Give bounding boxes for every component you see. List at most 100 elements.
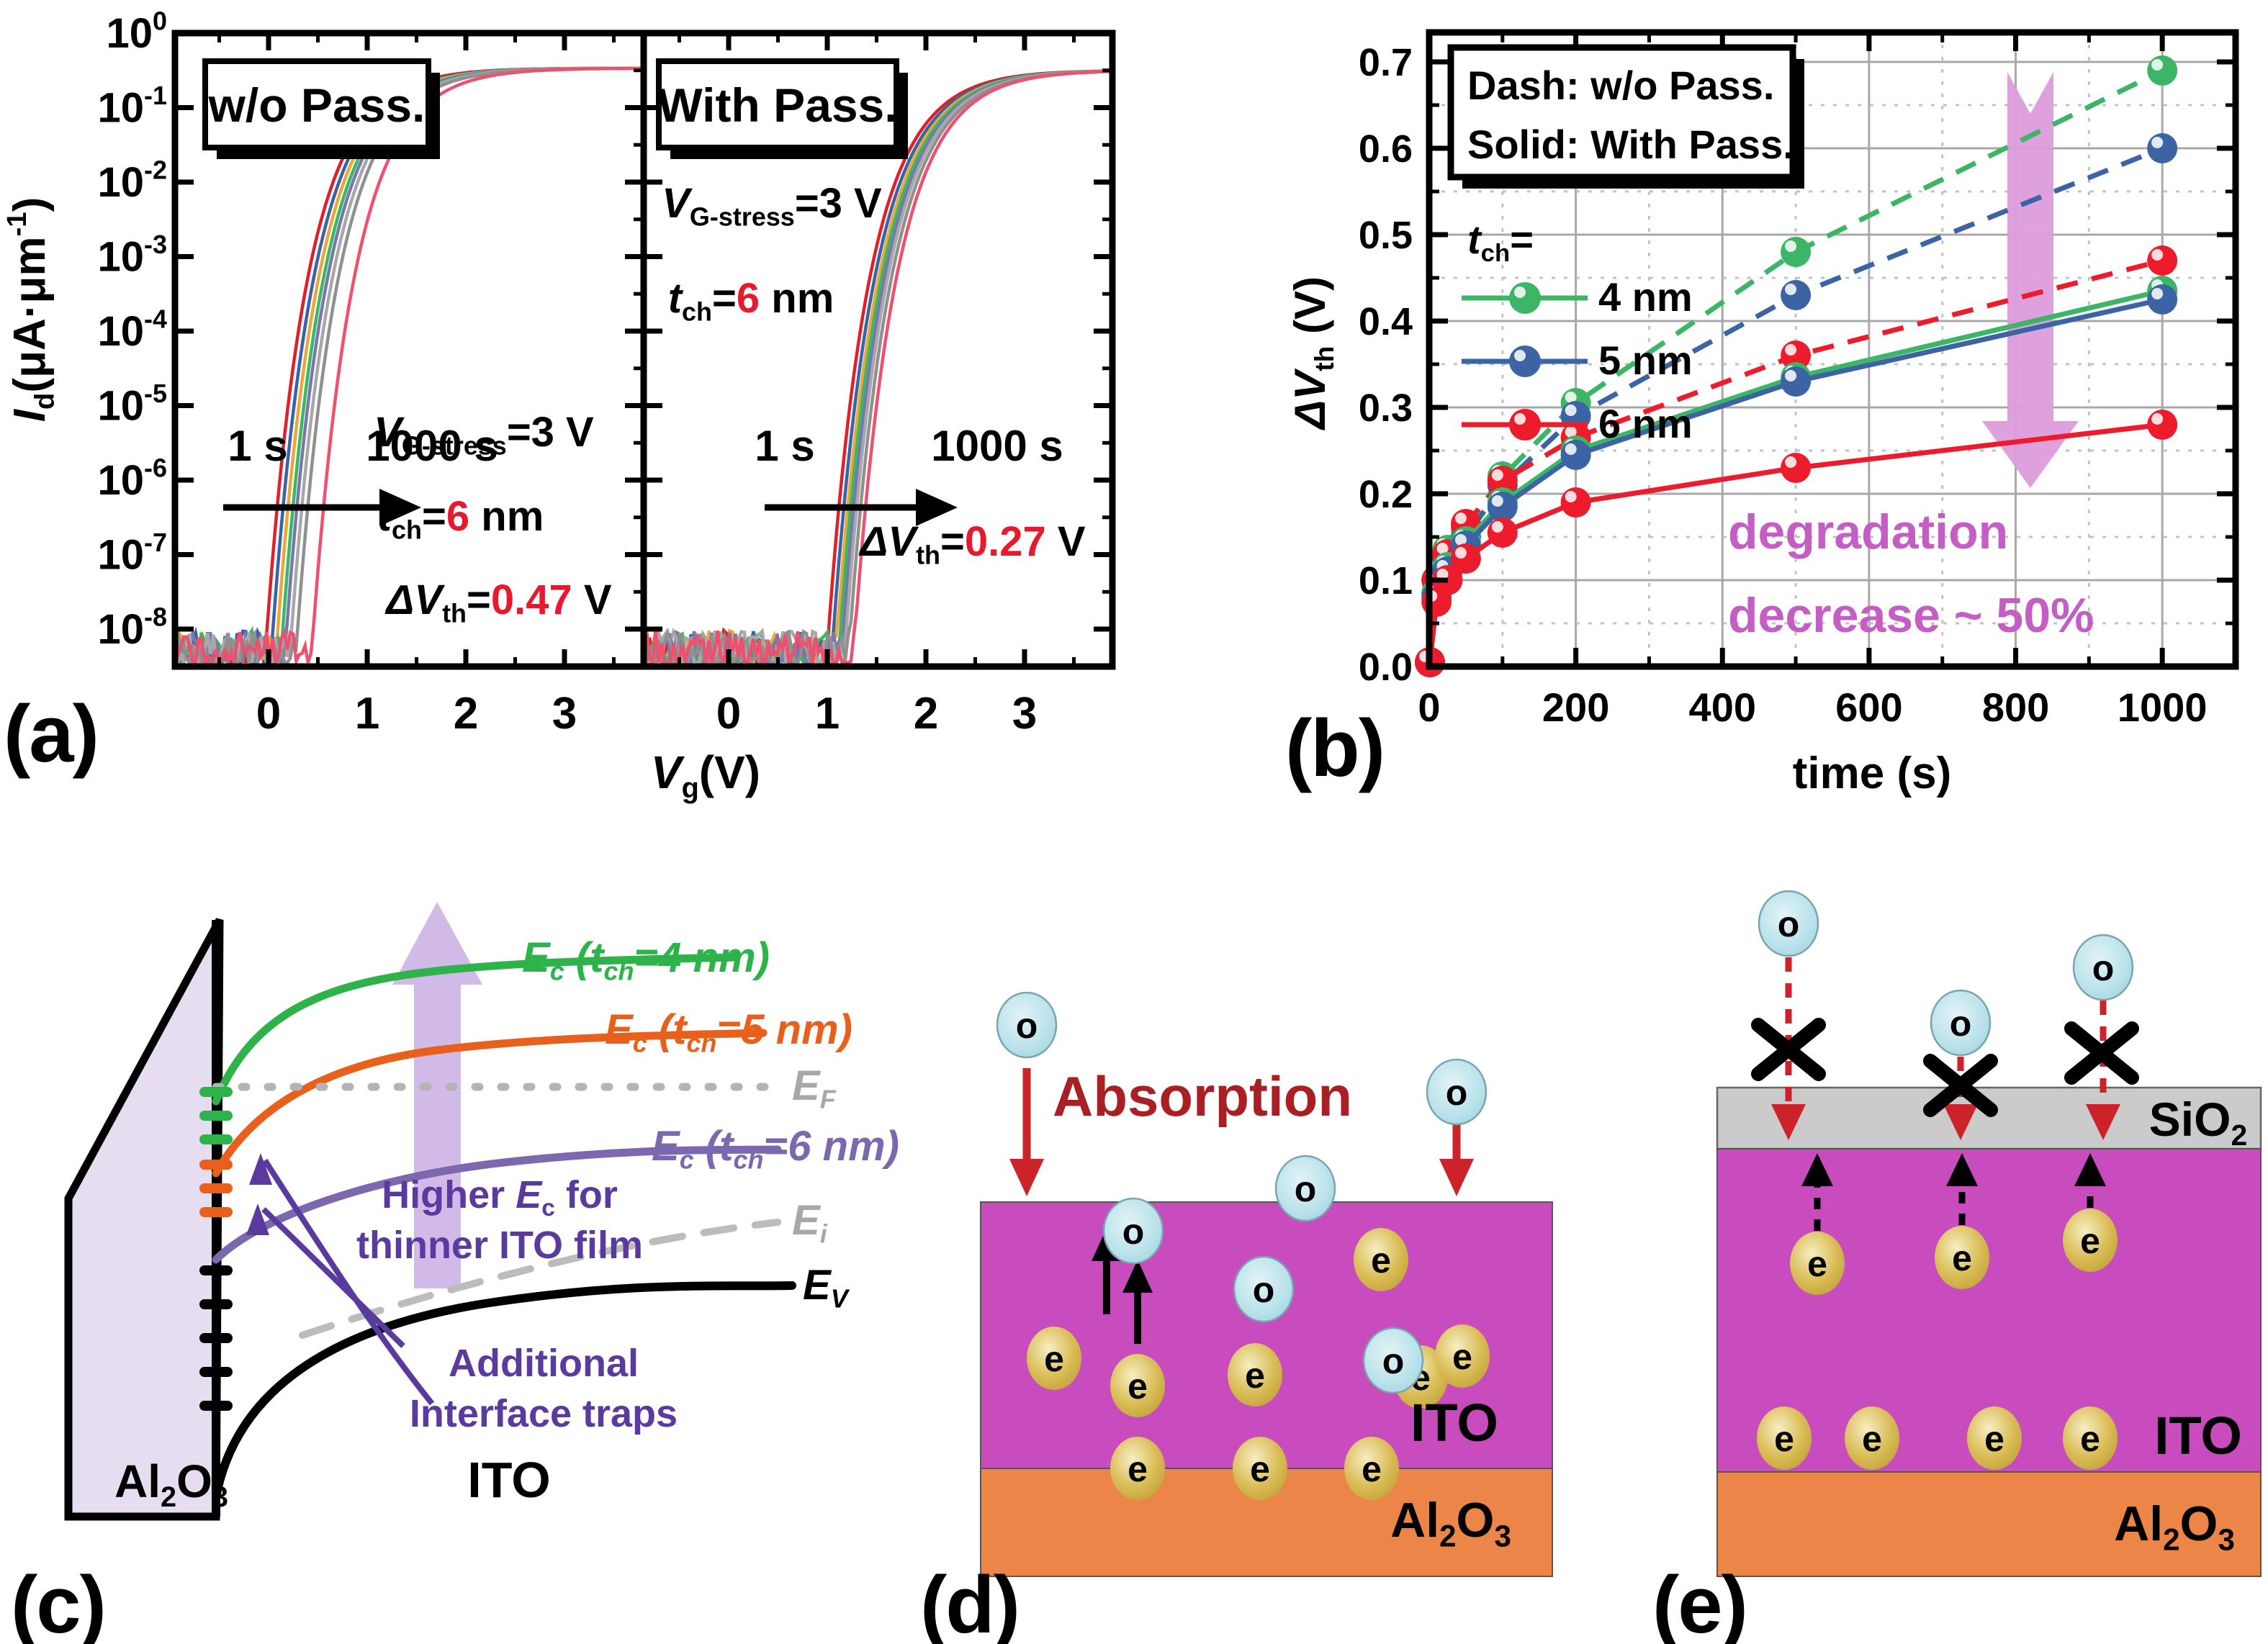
ev-curve bbox=[212, 1281, 796, 1501]
blocked-electron-arrow-head bbox=[2074, 1153, 2106, 1186]
passivated-diagram: e e e e e e e o o o SiO2 ITO Al2O3 bbox=[1716, 890, 2262, 1577]
data-point-highlight bbox=[1565, 443, 1577, 455]
y-tick-label: 0.3 bbox=[1359, 387, 1413, 430]
higher-ec-text-line2: thinner ITO film bbox=[356, 1224, 643, 1267]
ec-5nm-label: Ec (tch=5 nm) bbox=[605, 1006, 852, 1058]
additional-traps-text-line2: Interface traps bbox=[410, 1392, 678, 1435]
interface-trap-tick bbox=[199, 1401, 233, 1411]
data-point bbox=[2147, 245, 2178, 276]
stress-arrow-head bbox=[379, 489, 421, 526]
x-tick-label: 800 bbox=[1982, 685, 2049, 730]
vg-stress-annotation: VG-stress=3 V bbox=[662, 180, 882, 232]
ec-6nm-label: Ec (tch=6 nm) bbox=[652, 1123, 899, 1175]
x-tick-label: 0 bbox=[1418, 685, 1440, 730]
oxygen-atom: o bbox=[1233, 1255, 1295, 1323]
absorption-arrow-head bbox=[1009, 1159, 1044, 1196]
electron: e bbox=[1845, 1406, 1899, 1470]
x-tick-label: 3 bbox=[552, 689, 577, 739]
data-point-highlight bbox=[1785, 240, 1797, 252]
series-6-nm-with-pass- bbox=[1415, 410, 2178, 677]
electron: e bbox=[2063, 1406, 2118, 1470]
data-point bbox=[2147, 284, 2178, 315]
data-point-highlight bbox=[1491, 469, 1503, 481]
tch-legend-title: tch= bbox=[1467, 217, 1534, 267]
electron: e bbox=[2063, 1209, 2118, 1272]
data-point-highlight bbox=[1565, 491, 1577, 502]
oxygen-atom: o bbox=[1426, 1058, 1488, 1126]
y-tick-label: 10-6 bbox=[98, 453, 167, 504]
blocked-x-mark bbox=[1751, 1018, 1826, 1081]
data-point bbox=[1781, 366, 1812, 397]
oxygen-atom: o bbox=[996, 991, 1058, 1059]
data-point bbox=[1781, 453, 1812, 483]
data-point-highlight bbox=[2151, 413, 2164, 425]
oxygen-symbol: o bbox=[1253, 1270, 1275, 1310]
blocked-electron-arrow-head bbox=[1946, 1153, 1978, 1186]
oxygen-symbol: o bbox=[1122, 1211, 1145, 1252]
legend-entry-label: 6 nm bbox=[1598, 401, 1693, 446]
ito-label: ITO bbox=[1410, 1393, 1498, 1453]
x-tick-label: 1 bbox=[355, 689, 379, 739]
electron: e bbox=[1027, 1327, 1081, 1390]
interface-trap-tick bbox=[199, 1299, 233, 1309]
data-point-highlight bbox=[1436, 543, 1449, 554]
y-tick-label: 0.6 bbox=[1359, 127, 1413, 171]
electron-symbol: e bbox=[1862, 1419, 1882, 1459]
electron: e bbox=[1233, 1437, 1287, 1500]
data-point-highlight bbox=[1785, 456, 1797, 468]
oxygen-atom: o bbox=[1274, 1155, 1336, 1222]
x-tick-label: 0 bbox=[716, 689, 741, 739]
trap-arrow-2 bbox=[261, 1207, 405, 1348]
x-tick-label: 1000 bbox=[2118, 685, 2208, 730]
sio2-passivation-layer bbox=[1716, 1086, 2262, 1150]
interface-trap-tick bbox=[199, 1207, 233, 1217]
absorption-arrow-head bbox=[1439, 1159, 1474, 1196]
data-point-highlight bbox=[1454, 534, 1467, 546]
data-point bbox=[1450, 543, 1481, 574]
label-box bbox=[656, 58, 899, 150]
y-tick-label: 10-4 bbox=[98, 304, 167, 355]
data-point-highlight bbox=[1491, 495, 1503, 507]
trap-arrow-head-2 bbox=[246, 1203, 269, 1235]
blocked-absorption-arrow-head bbox=[1943, 1104, 1978, 1140]
blocked-absorption-arrow-head bbox=[2086, 1104, 2120, 1140]
y-tick-label: 0.5 bbox=[1359, 214, 1413, 257]
al2o3-layer bbox=[1716, 1471, 2262, 1577]
y-tick-label: 10-2 bbox=[98, 155, 167, 206]
oxygen-symbol: o bbox=[2092, 948, 2115, 988]
interface-trap-tick bbox=[199, 1265, 233, 1275]
x-tick-label: 200 bbox=[1542, 685, 1609, 730]
x-axis-label: time (s) bbox=[1793, 749, 1951, 798]
legend-entry-label: 4 nm bbox=[1598, 274, 1693, 320]
panel-b-dvth-vs-time-chart: 0.0 0.1 0.2 0.3 0.4 0.5 0.6 0.7 0 200 400 600 800 100… bbox=[1286, 29, 2239, 798]
oxygen-symbol: o bbox=[1295, 1169, 1317, 1209]
band-diagram: Ec (tch=4 nm) Ec (tch=5 nm)EF Ec (tch=6 nm… bbox=[64, 902, 899, 1521]
plot-frame bbox=[1426, 29, 2239, 670]
x-tick-label: 400 bbox=[1689, 685, 1756, 730]
time-start-label: 1 s bbox=[228, 422, 287, 470]
sweep-curves bbox=[644, 69, 1112, 667]
electron-symbol: e bbox=[1371, 1240, 1391, 1281]
electron-symbol: e bbox=[1807, 1244, 1827, 1284]
y-tick-label: 100 bbox=[106, 6, 167, 57]
interface-trap-tick bbox=[199, 1367, 233, 1377]
delta-vth-annotation: ΔVth=0.47 V bbox=[384, 577, 611, 628]
intrinsic-level-label: Ei bbox=[792, 1197, 828, 1249]
data-point bbox=[1560, 487, 1591, 518]
data-point bbox=[1560, 440, 1591, 470]
electron-symbol: e bbox=[1044, 1339, 1064, 1379]
y-tick-label: 0.1 bbox=[1359, 559, 1413, 602]
time-start-label: 1 s bbox=[755, 422, 814, 470]
blocked-electron-arrow-head bbox=[1801, 1153, 1833, 1186]
oxygen-atom: o bbox=[1102, 1197, 1164, 1265]
oxygen-symbol: o bbox=[1446, 1072, 1468, 1113]
higher-ec-text-line1: Higher Ec for bbox=[382, 1173, 618, 1221]
interface-trap-tick bbox=[199, 1134, 233, 1144]
oxygen-symbol: o bbox=[1016, 1006, 1038, 1046]
blocked-absorption-arrow-head bbox=[1771, 1104, 1806, 1140]
interface-trap-tick bbox=[199, 1111, 233, 1121]
interface-trap-tick bbox=[199, 1087, 233, 1097]
y-tick-label: 10-7 bbox=[98, 528, 167, 578]
oxygen-symbol: o bbox=[1382, 1341, 1405, 1381]
x-tick-label: 3 bbox=[1012, 689, 1037, 739]
